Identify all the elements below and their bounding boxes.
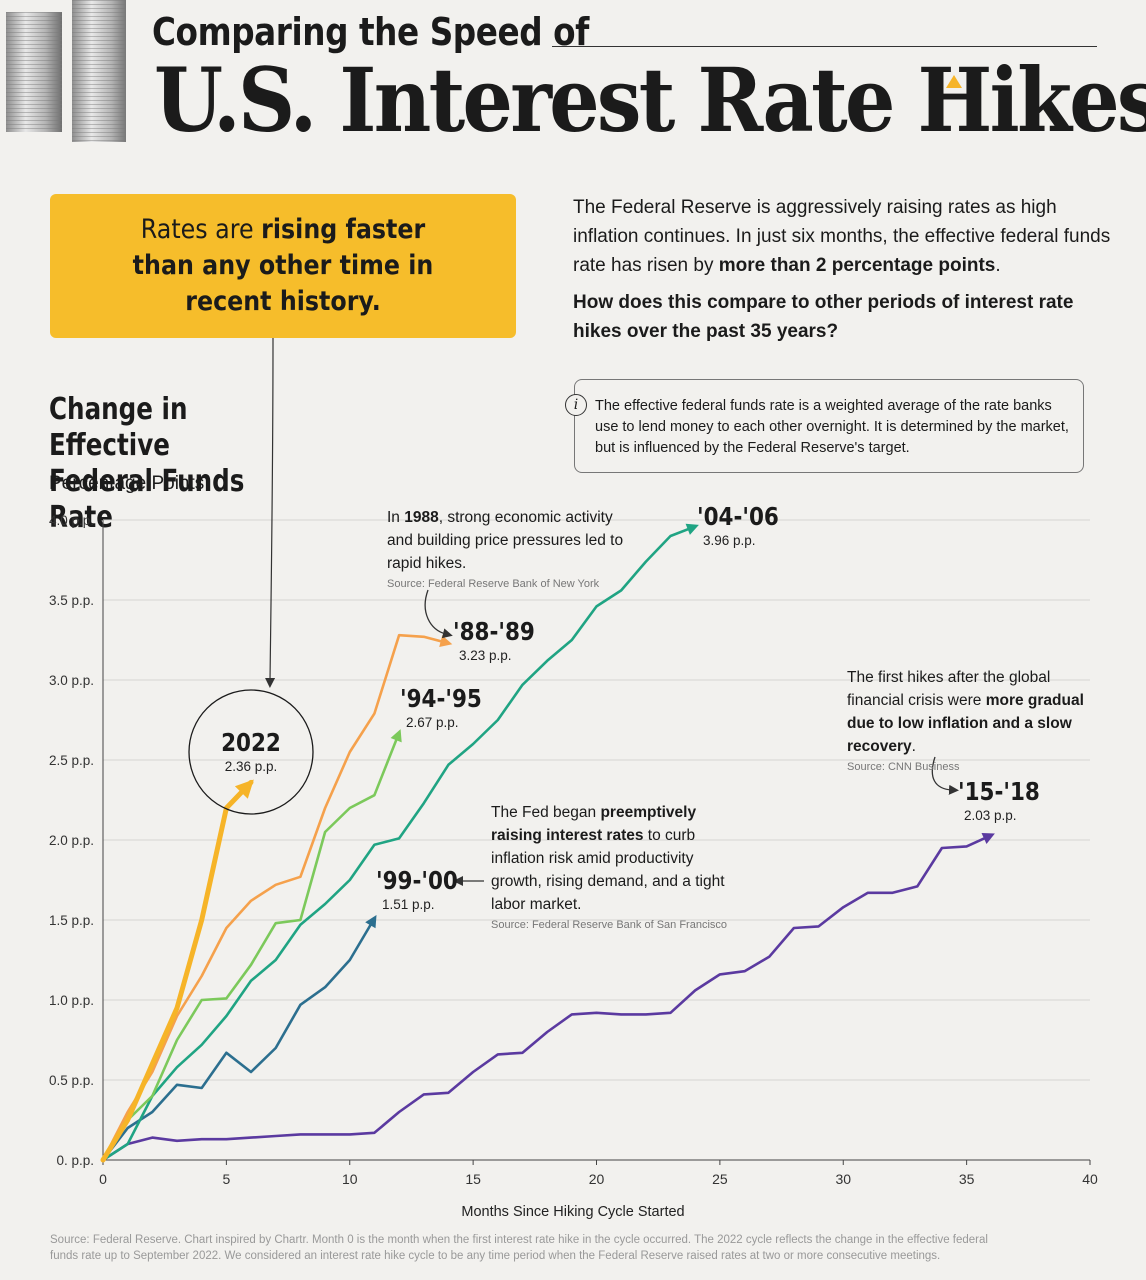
y-tick-label: 1.0 p.p. <box>49 993 94 1008</box>
annotation-1988-arrow <box>424 589 453 639</box>
annotation-1988-text-end: , strong economic activity and building … <box>387 509 624 572</box>
intro-text: The Federal Reserve is aggressively rais… <box>573 193 1113 346</box>
header-rule <box>552 46 1097 47</box>
x-axis-title: Months Since Hiking Cycle Started <box>461 1204 684 1220</box>
arrow-up-icon <box>946 75 962 88</box>
series-line-8889 <box>101 633 450 1162</box>
coin-stacks-illustration <box>6 0 126 142</box>
page-title-text: U.S. Interest Rate Hikes <box>154 48 1146 152</box>
x-tick-label: 20 <box>589 1171 605 1187</box>
series-end-arrow <box>439 635 453 647</box>
annotation-crisis-arrow <box>931 756 959 795</box>
series-value-9900: 1.51 p.p. <box>382 897 435 912</box>
footnote: Source: Federal Reserve. Chart inspired … <box>50 1234 988 1262</box>
y-tick-label: 1.5 p.p. <box>49 913 94 928</box>
annotation-fed-preemptive: The Fed began preemptively raising inter… <box>491 801 741 934</box>
series-line-9495 <box>101 731 401 1162</box>
intro-p1-emphasis: more than 2 percentage points <box>718 255 996 276</box>
series-value-1518: 2.03 p.p. <box>964 808 1017 823</box>
intro-p1: The Federal Reserve is aggressively rais… <box>573 197 1111 276</box>
series-value-9495: 2.67 p.p. <box>406 715 459 730</box>
definition-box: i The effective federal funds rate is a … <box>565 379 1084 473</box>
x-tick-label: 5 <box>222 1171 230 1187</box>
series-label-1518: '15-'18 <box>958 777 1040 806</box>
annotation-financial-crisis: The first hikes after the global financi… <box>847 666 1105 776</box>
intro-question: How does this compare to other periods o… <box>573 292 1074 342</box>
x-tick-label: 25 <box>712 1171 728 1187</box>
series-line-1518 <box>101 833 993 1162</box>
series-end-arrow <box>234 779 254 799</box>
x-tick-label: 0 <box>99 1171 107 1187</box>
annotation-1988-text: In <box>387 509 405 526</box>
series-label-2022: 2022 <box>221 728 281 757</box>
annotation-fed-text-end: to curb inflation risk amid productivity… <box>491 827 725 913</box>
key-callout: Rates are rising faster than any other t… <box>50 194 516 338</box>
series-end-arrow <box>390 729 402 743</box>
y-tick-label: 0. p.p. <box>56 1153 94 1168</box>
annotation-1988: In 1988, strong economic activity and bu… <box>387 506 627 593</box>
connector-callout-to-2022 <box>265 337 276 688</box>
series-line-9900 <box>101 917 376 1162</box>
series-label-9900: '99-'00 <box>376 866 458 895</box>
series-end-arrow <box>685 523 699 535</box>
y-tick-label: 2.5 p.p. <box>49 753 94 768</box>
series-value-2022: 2.36 p.p. <box>225 759 278 774</box>
y-tick-label: 2.0 p.p. <box>49 833 94 848</box>
annotation-fed-source: Source: Federal Reserve Bank of San Fran… <box>491 919 728 931</box>
y-tick-label: 4.0 p.p. <box>49 513 94 528</box>
callout-emphasis: rising faster than any other time in rec… <box>132 214 434 317</box>
annotation-fed-emphasis: preemptively raising interest rates <box>491 804 697 844</box>
series-line-0406 <box>101 525 697 1162</box>
series-label-0406: '04-'06 <box>697 502 779 531</box>
definition-text: The effective federal funds rate is a we… <box>595 398 1069 456</box>
annotation-crisis-source: Source: CNN Business <box>847 761 960 773</box>
y-tick-label: 0.5 p.p. <box>49 1073 94 1088</box>
series-label-9495: '94-'95 <box>400 684 482 713</box>
chart-title: Change in Effective Federal Funds Rate <box>49 392 245 535</box>
x-tick-label: 15 <box>465 1171 481 1187</box>
annotation-fed-text: The Fed began <box>491 804 601 821</box>
highlight-circle-2022 <box>188 689 314 815</box>
series-end-arrow <box>365 915 377 929</box>
annotation-crisis-text-end: . <box>911 738 916 755</box>
annotation-1988-source: Source: Federal Reserve Bank of New York <box>387 578 600 590</box>
y-axis-unit: Percentage Points <box>49 473 205 494</box>
y-tick-label: 3.0 p.p. <box>49 673 94 688</box>
x-tick-label: 10 <box>342 1171 358 1187</box>
x-tick-label: 35 <box>959 1171 975 1187</box>
header-kicker: Comparing the Speed of <box>152 10 589 54</box>
annotation-1988-emphasis: 1988 <box>404 509 439 526</box>
series-end-arrow <box>981 833 995 844</box>
y-tick-label: 3.5 p.p. <box>49 593 94 608</box>
x-tick-label: 30 <box>835 1171 851 1187</box>
info-icon: i <box>565 394 587 416</box>
page-title: U.S. Interest Rate Hikes <box>154 56 1146 144</box>
series-label-8889: '88-'89 <box>453 617 535 646</box>
x-tick-label: 40 <box>1082 1171 1098 1187</box>
series-value-0406: 3.96 p.p. <box>703 533 756 548</box>
intro-p1-end: . <box>995 255 1001 276</box>
annotation-crisis-emphasis: more gradual due to low inflation and a … <box>847 692 1084 755</box>
series-value-8889: 3.23 p.p. <box>459 648 512 663</box>
callout-text: Rates are <box>140 214 262 245</box>
series-line-2022 <box>100 779 254 1163</box>
annotation-crisis-text: The first hikes after the global financi… <box>847 669 1051 709</box>
